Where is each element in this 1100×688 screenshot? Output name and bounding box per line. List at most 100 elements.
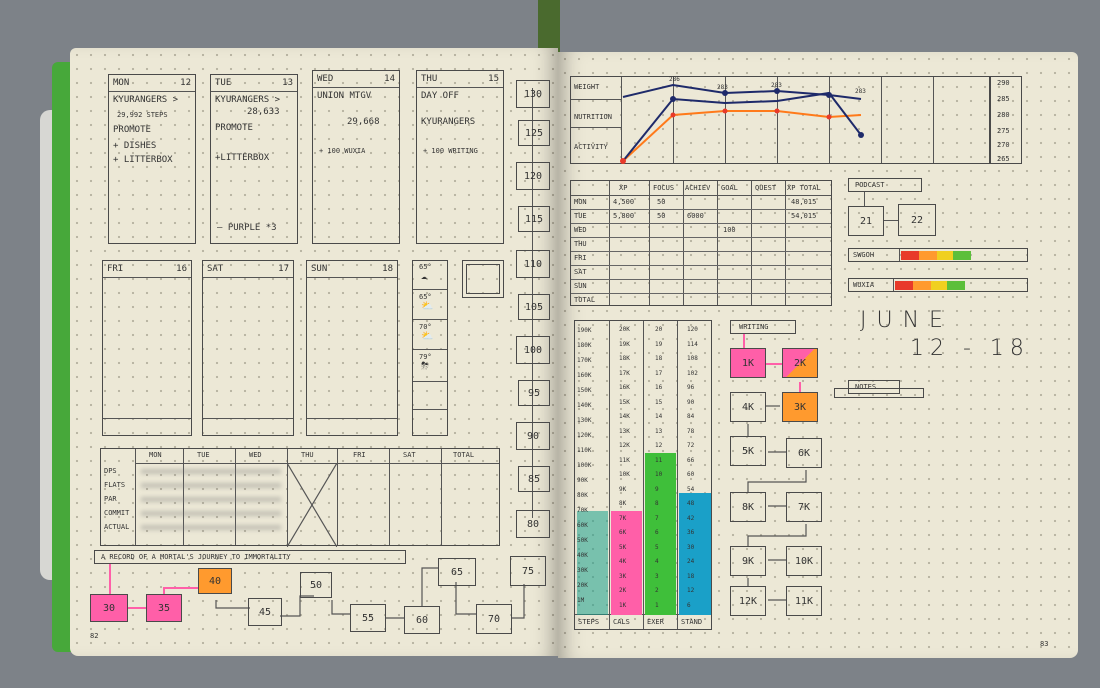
scale-tick: 275 [997,127,1010,135]
podcast-episode: 21 [848,206,884,236]
table-header: TOTAL [453,451,475,459]
xp-cell: 6000 [687,212,704,220]
writing-step: 5K [730,436,766,466]
journey-step: 50 [300,572,332,598]
scale-tick: 270 [997,141,1010,149]
journey-title: A RECORD OF A MORTAL'S JOURNEY TO IMMORT… [101,553,291,561]
entry: KYURANGERS [421,117,476,127]
xp-header: XP TOTAL [787,184,821,192]
day-label: SAT [207,264,224,274]
day-column-fri: FRI 16 [102,260,192,436]
crossed-out-cell [287,463,337,547]
left-page: MON 12 KYURANGERS > 29,992 STEPS PROMOTE… [70,48,558,656]
writing-step: 1K [730,348,766,378]
podcast-episode: 22 [898,204,936,236]
table-header: SAT [403,451,416,459]
weight-line [622,83,862,100]
entry: PROMOTE [215,123,253,133]
entry: KYURANGERS > [113,95,179,105]
empty-square [462,260,504,298]
row-label: COMMIT [104,509,130,517]
chart-label: ACTIVITY [574,143,608,151]
xp-row-day: SAT [574,268,587,276]
page-number: 82 [90,632,99,640]
weight-chart: WEIGHT NUTRITION ACTIVITY 286 283 283 28… [570,76,990,164]
ladder-step: 95 [518,380,550,406]
writing-connectors [743,334,807,601]
writing-step: 11K [786,586,822,616]
row-label: PAR [104,495,117,503]
table-header: MON [149,451,162,459]
journey-step: 45 [248,598,282,626]
entry: + LITTERBOX [113,155,173,165]
point-label: 283 [717,84,728,91]
partly-cloudy-icon: ⛅ [421,331,434,342]
progress-fill-yellow [937,251,953,260]
entry: 29,668 [347,117,380,127]
wuxia-label: WUXIA [853,281,875,289]
writing-step: 12K [730,586,766,616]
rain-cloud-icon: ⛈ [421,361,429,372]
journey-step: 35 [146,594,182,622]
progress-fill-green [947,281,965,290]
bar-scale-exer: 20 19 18 17 16 15 14 13 12 11 10 9 8 7 6 5 4 3 2 1 [655,326,663,609]
xp-table: XP FOCUS ACHIEV GOAL QUEST XP TOTAL MON … [570,180,832,306]
entry: + 100 WUXIA [319,147,366,155]
day-label: TUE [215,78,232,88]
journey-step: 40 [198,568,232,594]
journey-step: 75 [510,556,546,586]
writing-label-box: WRITING [730,320,796,334]
table-header: TUE [197,451,210,459]
xp-row-day: TUE [574,212,587,220]
writing-step: 4K [730,392,766,422]
xp-cell: 54,015 [791,212,817,220]
entry: +LITTERBOX [215,153,270,163]
progress-fill-red [895,281,913,290]
stats-table: MON TUE WED THU FRI SAT TOTAL DPS FLATS … [100,448,500,547]
weather-temp: 70° [419,323,432,331]
blurred-values [141,469,281,537]
journey-step: 65 [438,558,476,586]
xp-cell: 50 [657,198,666,206]
nutrition-line [622,110,862,162]
journey-title-box: A RECORD OF A MORTAL'S JOURNEY TO IMMORT… [94,550,406,564]
point-label: 286 [669,76,680,83]
weather-temp: 79° [419,353,432,361]
ladder-step: 130 [516,80,550,108]
ladder-step: 80 [516,510,550,538]
xp-row-day: TOTAL [574,296,596,304]
writing-label: WRITING [739,323,769,331]
entry: 29,992 STEPS [117,111,168,119]
table-header: WED [249,451,262,459]
ladder-step: 85 [518,466,550,492]
xp-row-day: THU [574,240,587,248]
ladder-step: 120 [516,162,550,190]
progress-fill-red [901,251,919,260]
day-label: THU [421,74,438,84]
xp-row-day: WED [574,226,587,234]
cloud-sun-icon: ☁ [421,271,428,282]
notes-label-box: NOTES [848,380,900,394]
bar-scale-stand: 120 114 108 102 96 90 84 78 72 66 60 54 48 42 36 30 24 18… [687,326,698,609]
weather-temp: 65° [419,263,432,271]
sun-cloud-icon: ⛅ [421,301,434,312]
page-number: 83 [1040,640,1049,648]
day-number: 16 [176,264,187,274]
empty-square-inner [466,264,500,294]
scale-tick: 290 [997,79,1010,87]
scale-tick: 265 [997,155,1010,163]
month-title: JUNE [860,308,953,333]
writing-step: 9K [730,546,766,576]
journey-connectors [109,564,525,619]
progress-fill-yellow [931,281,947,290]
day-column-tue: TUE 13 KYURANGERS > 28,633 PROMOTE +LITT… [210,74,298,244]
podcast-label-box: PODCAST [848,178,922,192]
entry: PROMOTE [113,125,151,135]
progress-fill-orange [919,251,937,260]
exer-bar [645,453,676,615]
xp-cell: 50 [657,212,666,220]
day-number: 13 [282,78,293,88]
bar-column-label: STAND [681,618,703,626]
entry: UNION MTGV [317,91,372,101]
xp-cell: 100 [723,226,736,234]
